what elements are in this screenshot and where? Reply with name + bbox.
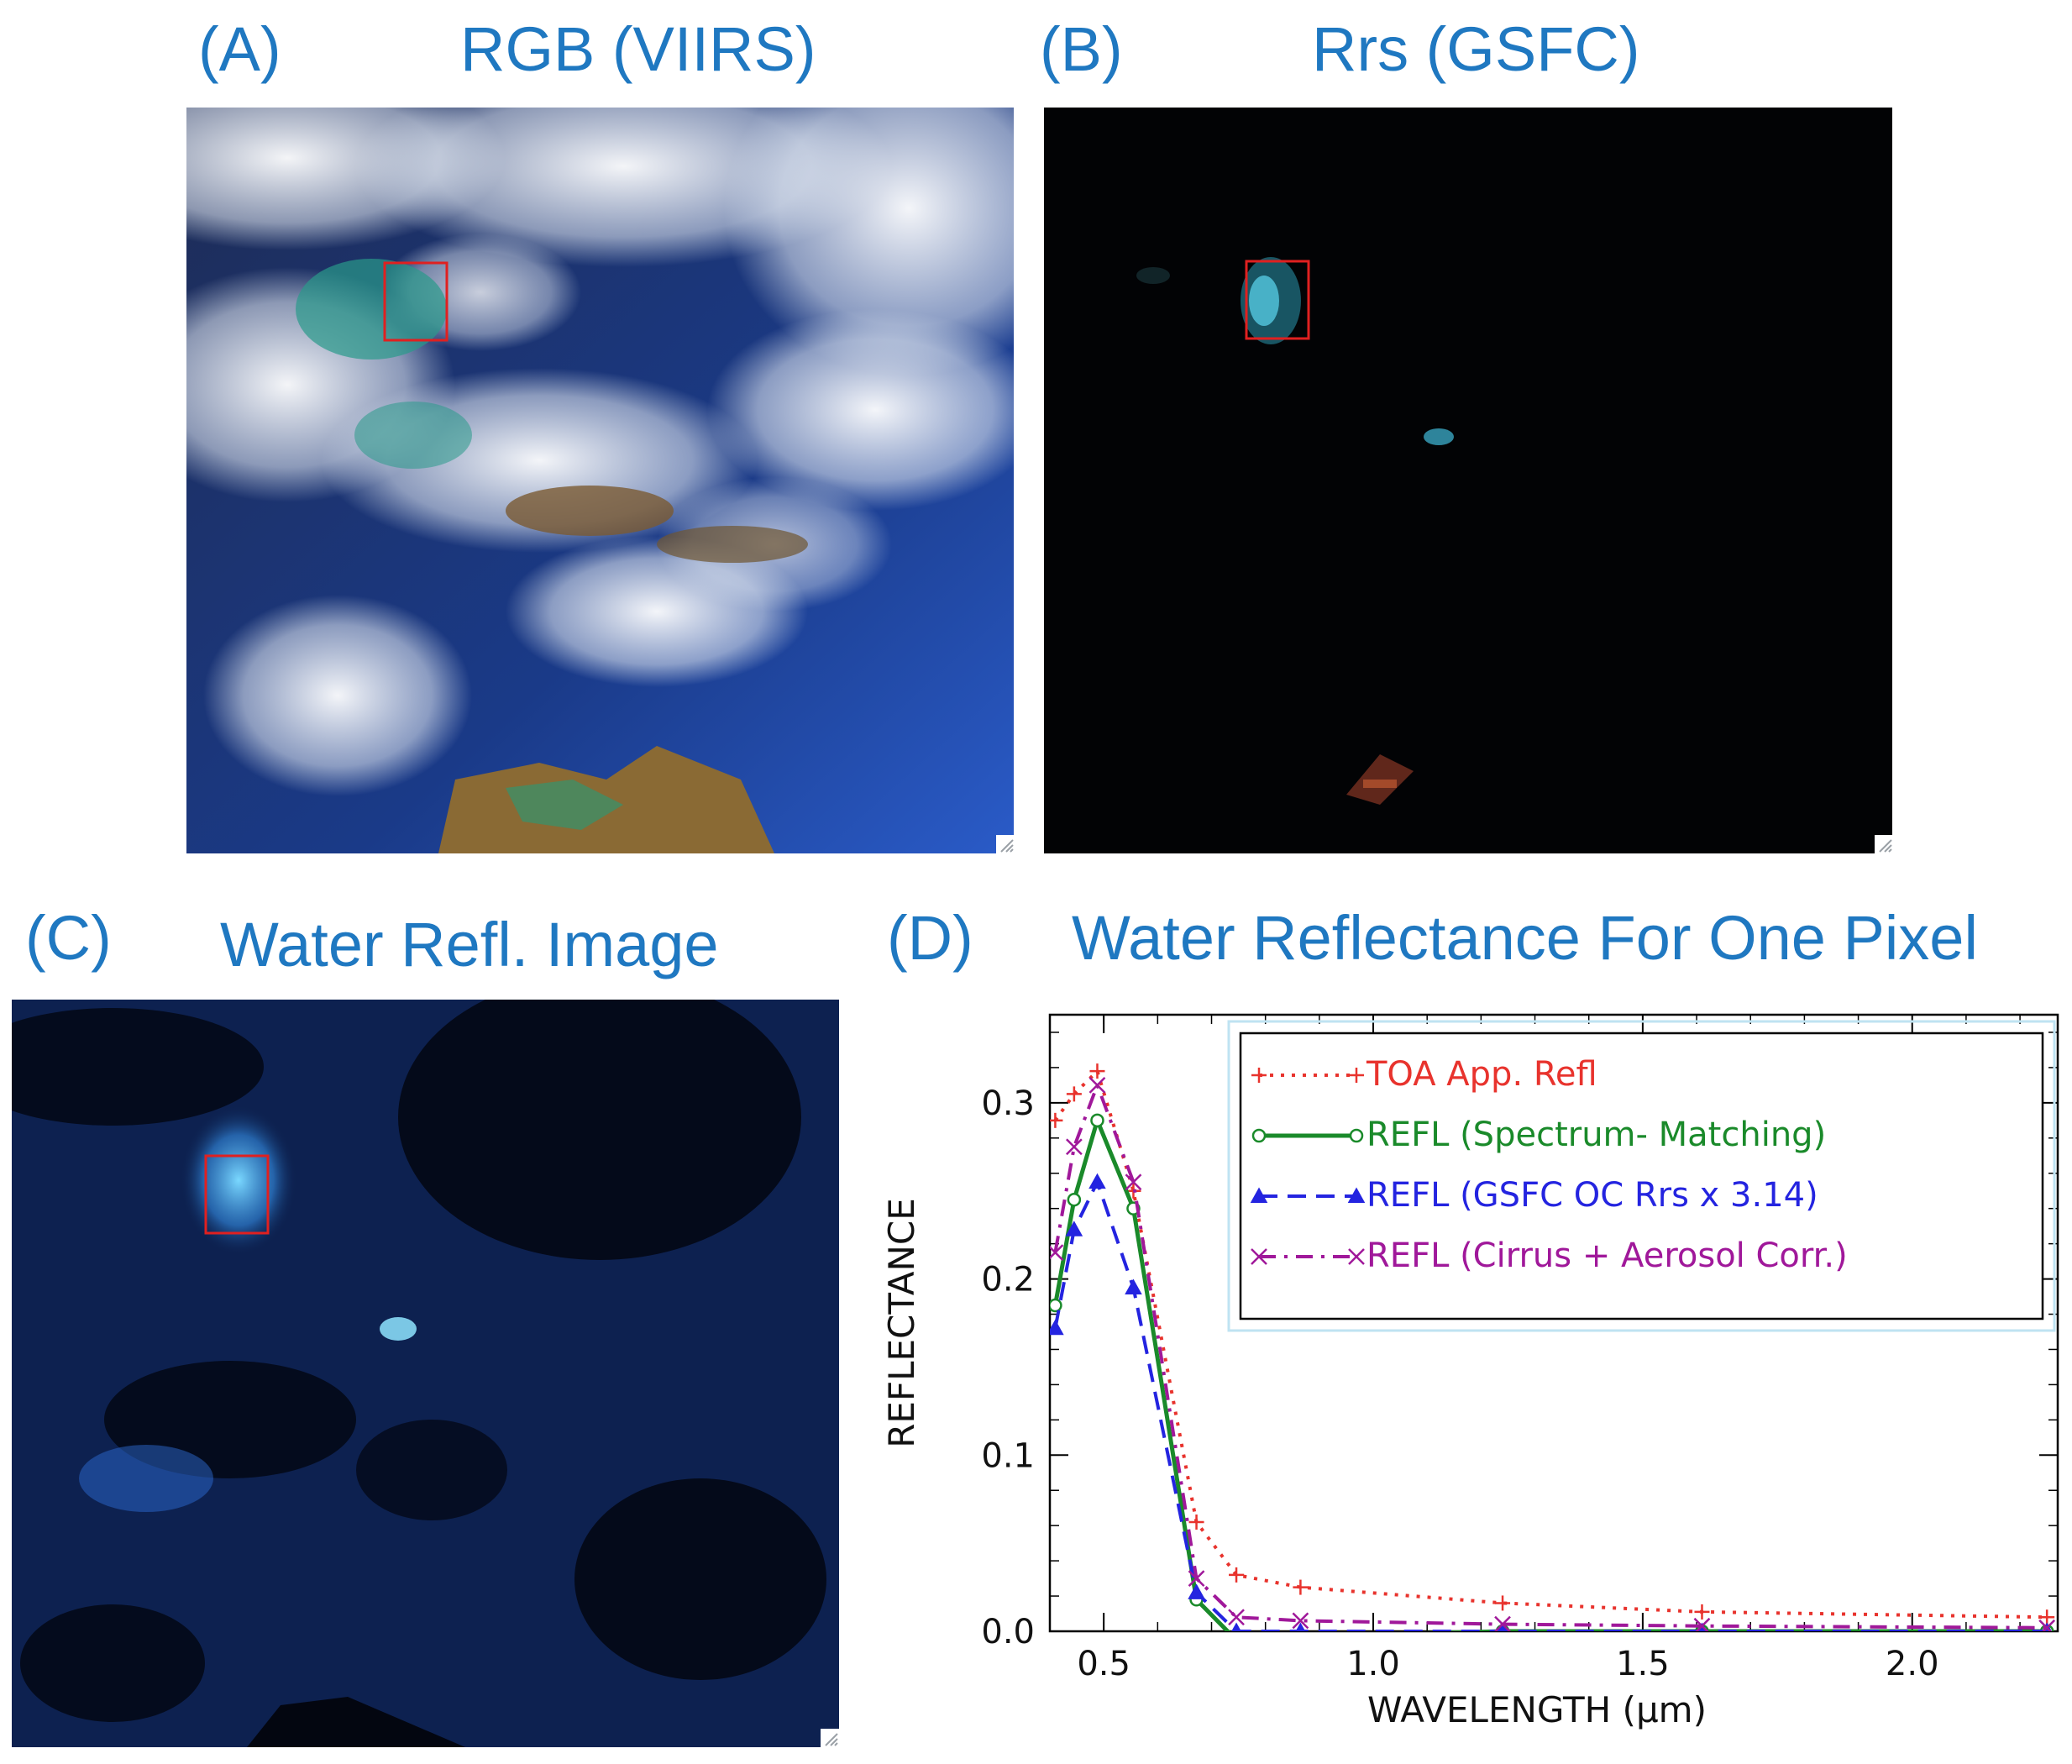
series-line-4	[1053, 1083, 2048, 1630]
y-tick-label: 0.2	[981, 1261, 1035, 1299]
rgb-viirs-image	[186, 108, 1014, 853]
data-point-plus	[1349, 1068, 1364, 1083]
series-line-1	[1053, 1069, 2048, 1620]
data-point-plus	[1293, 1579, 1309, 1595]
data-point-plus	[1251, 1068, 1267, 1083]
legend-label: REFL (GSFC OC Rrs x 3.14)	[1366, 1176, 1818, 1215]
data-point-cross	[1693, 1617, 1711, 1631]
x-tick-label: 1.5	[1616, 1645, 1670, 1683]
data-point-circle	[1050, 1298, 1062, 1313]
data-point-triangle	[1498, 1622, 1508, 1631]
resize-grip-icon[interactable]	[1875, 835, 1893, 853]
series-line-2	[1052, 1118, 2048, 1631]
data-point-triangle	[1188, 1583, 1205, 1599]
data-point-triangle	[1088, 1173, 1106, 1189]
y-tick-label: 0.1	[981, 1436, 1035, 1475]
panel-a-label: (A)	[198, 14, 281, 84]
data-point-triangle	[1050, 1319, 1064, 1336]
legend-outer-border	[1227, 1020, 2056, 1332]
legend-label: REFL (Cirrus + Aerosol Corr.)	[1366, 1236, 1848, 1275]
data-point-cross	[1251, 1248, 1267, 1265]
panel-d-title: Water Reflectance For One Pixel	[1072, 903, 1978, 973]
data-point-circle	[1067, 1192, 1082, 1207]
data-point-triangle	[1347, 1187, 1366, 1203]
y-tick-label: 0.3	[981, 1084, 1035, 1123]
series-line-3	[1053, 1180, 2048, 1631]
panel-b-title: Rrs (GSFC)	[1312, 14, 1640, 84]
rrs-gsfc-image	[1044, 108, 1892, 853]
data-point-cross	[1188, 1570, 1205, 1587]
resize-grip-icon[interactable]	[996, 835, 1015, 853]
data-point-cross	[2038, 1619, 2056, 1631]
y-tick-label: 0.0	[981, 1613, 1035, 1651]
data-point-plus	[1188, 1514, 1204, 1530]
data-point-cross	[1494, 1615, 1511, 1631]
x-axis-title: WAVELENGTH (μm)	[1367, 1689, 1707, 1730]
panel-c-label: (C)	[25, 903, 112, 973]
data-point-triangle	[1295, 1622, 1306, 1631]
data-point-cross	[1228, 1609, 1245, 1626]
panel-d-label: (D)	[887, 903, 973, 973]
data-point-circle	[1349, 1128, 1364, 1143]
data-point-cross	[1050, 1244, 1064, 1261]
water-reflectance-chart: 0.0 0.1 0.2 0.3 0.5 1.0 1.5 2.0 TOA App. Refl RE…	[881, 1013, 2059, 1730]
data-point-plus	[1066, 1086, 1082, 1102]
x-tick-label: 2.0	[1886, 1645, 1939, 1683]
data-point-cross	[1065, 1138, 1083, 1156]
data-point-plus	[1694, 1604, 1710, 1620]
data-point-triangle	[1125, 1278, 1142, 1295]
y-axis-title: REFLECTANCE	[881, 1198, 922, 1448]
x-tick-label: 0.5	[1077, 1645, 1130, 1683]
data-point-triangle	[1250, 1187, 1268, 1203]
data-point-circle	[1090, 1113, 1104, 1128]
data-point-plus	[1050, 1112, 1063, 1128]
data-point-cross	[1292, 1612, 1309, 1630]
data-point-plus	[1229, 1567, 1245, 1583]
data-point-cross	[1125, 1173, 1142, 1191]
data-point-plus	[2039, 1609, 2055, 1625]
x-tick-label: 1.0	[1346, 1645, 1400, 1683]
legend-box	[1239, 1032, 2044, 1320]
resize-grip-icon[interactable]	[821, 1729, 839, 1747]
data-point-plus	[1495, 1595, 1511, 1611]
panel-c-title: Water Refl. Image	[220, 910, 719, 979]
panel-a-title: RGB (VIIRS)	[460, 14, 816, 84]
legend-label: TOA App. Refl	[1366, 1055, 1597, 1094]
legend-label: REFL (Spectrum- Matching)	[1366, 1116, 1826, 1154]
data-point-circle	[1251, 1128, 1267, 1143]
data-point-circle	[1230, 1634, 1242, 1646]
data-point-cross	[1348, 1248, 1365, 1265]
data-point-plus	[1089, 1063, 1105, 1079]
data-point-circle	[1296, 1630, 1305, 1631]
data-point-cross	[1088, 1077, 1106, 1094]
panel-b-label: (B)	[1040, 14, 1123, 84]
data-point-triangle	[1065, 1221, 1083, 1236]
data-point-triangle	[1231, 1622, 1241, 1631]
water-refl-image	[12, 1000, 839, 1747]
